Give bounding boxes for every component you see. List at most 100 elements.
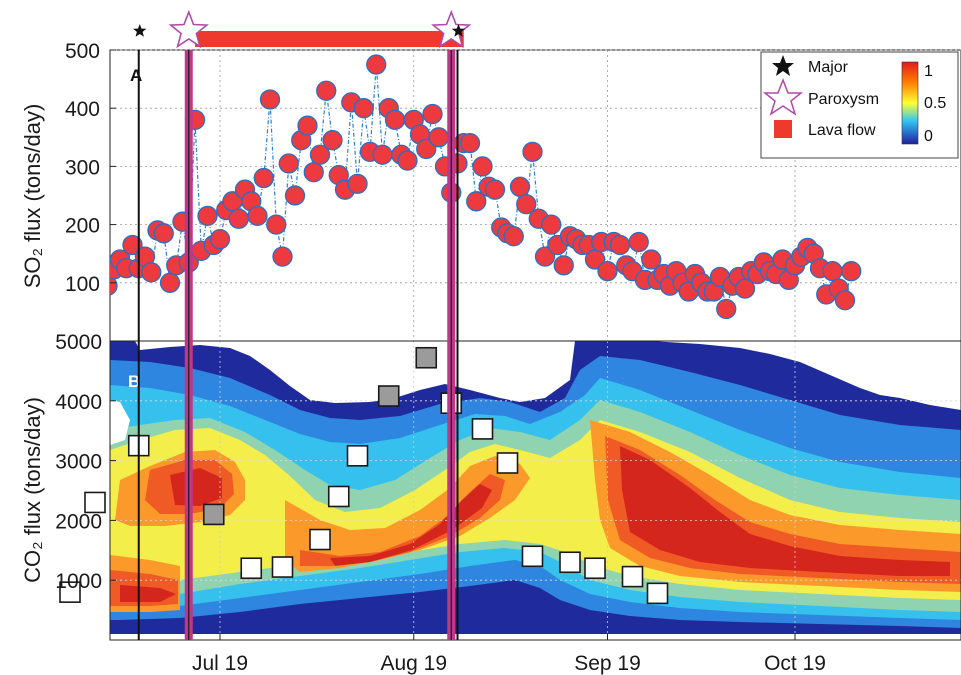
legend-item-major: Major: [772, 55, 849, 76]
so2-point: [841, 261, 862, 282]
y-tick-label: 300: [65, 156, 100, 179]
y-tick-label: 2000: [55, 510, 102, 533]
panel-a-y-ticks: 100 200 300 400 500: [65, 40, 116, 296]
so2-point: [484, 179, 506, 200]
co2-square: [327, 485, 350, 508]
so2-point: [209, 228, 231, 250]
legend-label-major: Major: [808, 59, 849, 76]
so2-point: [509, 176, 531, 197]
x-axis-ticks: Jul 19 Aug 19 Sep 19 Oct 19: [192, 634, 826, 675]
so2-point: [228, 208, 249, 229]
so2-point: [609, 234, 631, 256]
panel-a-letter: A: [130, 66, 142, 85]
x-tick-label: Sep 19: [574, 652, 641, 675]
lava-flow-bar: [195, 31, 464, 47]
so2-point: [253, 167, 274, 189]
panel-b-y-ticks: 1000 2000 3000 4000 5000: [55, 331, 116, 593]
co2-square: [309, 528, 331, 551]
so2-point: [347, 173, 368, 195]
co2-probability-map: [110, 341, 961, 640]
so2-point: [541, 214, 562, 235]
so2-point: [422, 103, 443, 125]
colorbar-label-min: 0: [924, 128, 933, 145]
lava-swatch-icon: [774, 120, 792, 138]
y-tick-label: 3000: [55, 451, 102, 474]
event-strip: [133, 9, 472, 49]
so2-point: [73, 244, 92, 263]
co2-square: [415, 346, 438, 369]
legend-box: [760, 51, 959, 159]
so2-point: [259, 89, 281, 110]
contour-gap-right: [650, 341, 961, 410]
legend: Major Paroxysm Lava flow 1 0.5 0: [760, 51, 959, 159]
legend-item-paroxysm: Paroxysm: [762, 77, 879, 116]
so2-point: [353, 98, 374, 119]
co2-square: [271, 556, 294, 578]
legend-item-lava-flow: Lava flow: [774, 120, 876, 139]
co2-square: [521, 545, 544, 568]
contour-gap-left: [110, 400, 130, 445]
legend-label-paroxysm: Paroxysm: [808, 91, 879, 108]
co2-square: [621, 565, 644, 588]
so2-point: [197, 205, 218, 227]
so2-point: [266, 214, 287, 235]
so2-point: [397, 150, 418, 171]
so2-point: [628, 231, 649, 253]
panel-b-y-label: CO₂ flux (tons/day): [20, 397, 45, 583]
so2-point: [303, 162, 324, 183]
so2-point: [641, 249, 662, 270]
so2-point: [316, 80, 337, 101]
y-tick-label: 4000: [55, 391, 102, 414]
colorbar-label-mid: 0.5: [924, 95, 946, 112]
paroxysm-star-icon: [431, 9, 472, 49]
so2-point: [553, 255, 574, 276]
co2-square: [202, 503, 225, 526]
co2-square: [346, 445, 369, 467]
legend-label-lava-flow: Lava flow: [808, 122, 876, 139]
co2-square: [377, 385, 400, 407]
so2-point: [516, 194, 537, 215]
so2-point: [272, 246, 293, 267]
so2-point: [79, 250, 98, 269]
so2-point: [67, 245, 86, 264]
so2-point: [522, 141, 543, 163]
panel-a-y-label: SO₂ flux (tons/day): [20, 104, 45, 289]
so2-point: [597, 261, 618, 282]
so2-point: [153, 223, 174, 244]
contour-gap-bottom: [110, 634, 961, 640]
co2-square: [496, 452, 519, 474]
panel-b-co2: B: [59, 340, 961, 641]
colorbar: [901, 61, 919, 145]
so2-point: [278, 153, 299, 174]
so2-point: [459, 132, 481, 154]
so2-point: [372, 144, 393, 165]
co2-square: [559, 551, 581, 574]
so2-point: [834, 290, 856, 311]
co2-square: [240, 557, 263, 580]
co2-square: [84, 491, 106, 514]
major-star-icon: [451, 24, 466, 37]
hollow-star-icon: [762, 77, 804, 116]
x-tick-label: Oct 19: [764, 652, 826, 675]
so2-point: [247, 205, 268, 227]
y-tick-label: 5000: [55, 331, 102, 354]
so2-point: [384, 109, 406, 130]
so2-point: [472, 156, 493, 177]
co2-square: [471, 418, 494, 440]
so2-point: [122, 234, 143, 256]
star-icon: [772, 55, 794, 76]
y-tick-label: 200: [65, 215, 100, 238]
contour-gap-small: [498, 345, 515, 385]
co2-measurements: [59, 346, 669, 605]
so2-point: [466, 191, 487, 212]
so2-point: [159, 272, 181, 293]
co2-square: [584, 557, 606, 580]
contour-gap-upper: [135, 341, 575, 403]
y-tick-label: 500: [65, 40, 100, 63]
so2-point: [322, 130, 343, 151]
y-tick-label: 1000: [55, 570, 102, 593]
so2-point: [141, 262, 162, 283]
y-tick-label: 100: [65, 273, 100, 296]
colorbar-label-max: 1: [924, 63, 933, 80]
